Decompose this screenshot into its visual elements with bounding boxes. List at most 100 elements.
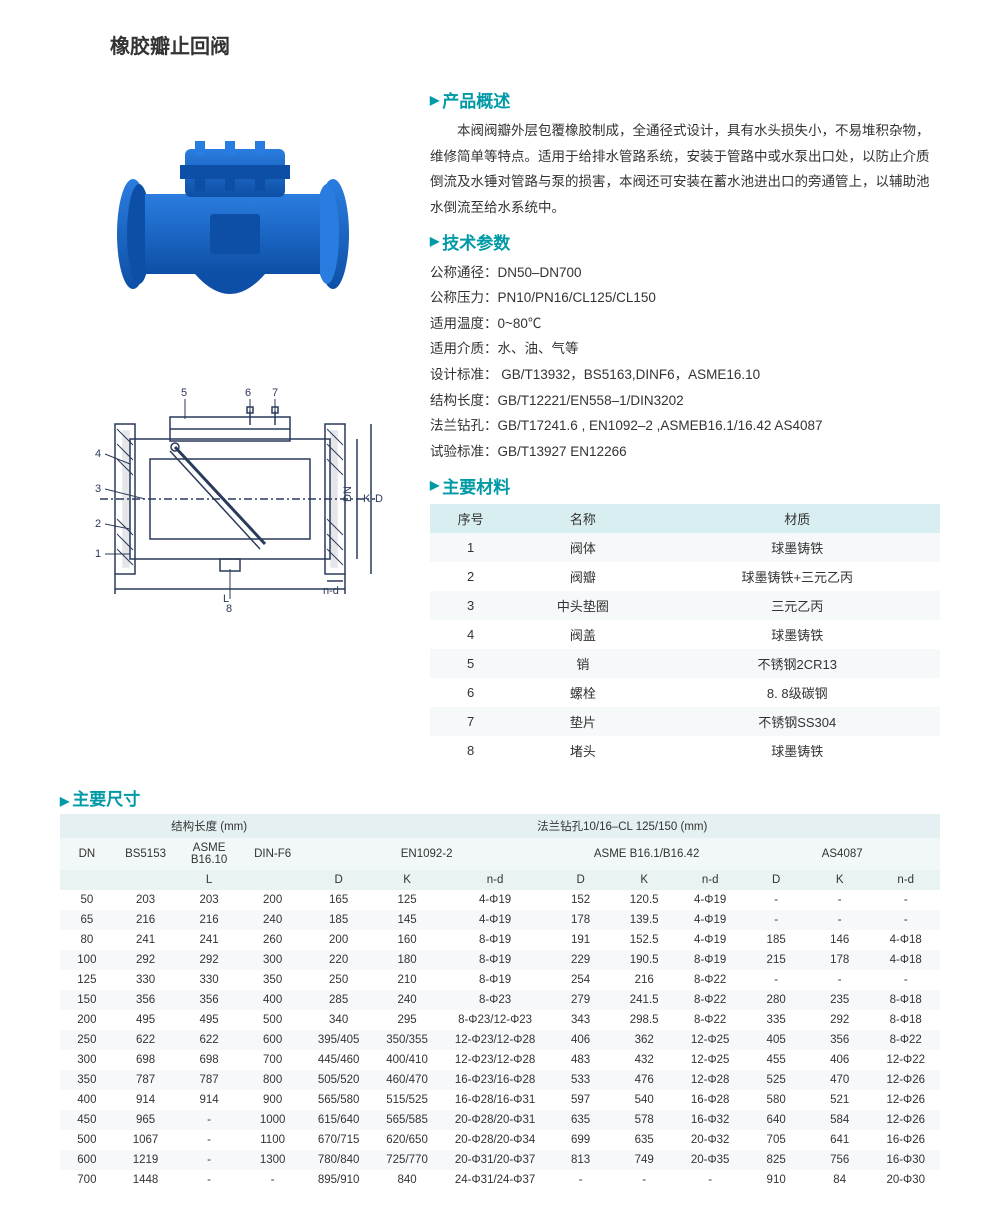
- dims-cell: 787: [114, 1070, 178, 1090]
- dims-cell: 787: [177, 1070, 241, 1090]
- dims-cell: 8-Φ18: [871, 990, 940, 1010]
- materials-cell: 中头垫圈: [511, 591, 654, 620]
- dims-cell: 125: [60, 970, 114, 990]
- dims-cell: 203: [177, 890, 241, 910]
- dims-cell: 250: [304, 970, 372, 990]
- dims-cell: 12-Φ23/12-Φ28: [441, 1030, 549, 1050]
- dims-cell: 495: [114, 1010, 178, 1030]
- dims-cell: 191: [549, 930, 613, 950]
- top-content-row: 4 3 2 1 5 6 7 8 L DN K D n-d 产品概述 本阀阀瓣外层…: [60, 79, 940, 765]
- dims-cell: 16-Φ32: [676, 1110, 744, 1130]
- overview-heading: 产品概述: [430, 87, 940, 112]
- dims-cell: 500: [60, 1130, 114, 1150]
- dims-cell: 65: [60, 910, 114, 930]
- dims-cell: 600: [241, 1030, 305, 1050]
- dims-cell: -: [744, 910, 808, 930]
- dims-cell: 800: [241, 1070, 305, 1090]
- dims-row: 350787787800505/520460/47016-Φ23/16-Φ285…: [60, 1070, 940, 1090]
- dims-cell: 640: [744, 1110, 808, 1130]
- dims-cell: 8-Φ22: [676, 970, 744, 990]
- dims-cell: 400: [60, 1090, 114, 1110]
- dims-cell: 1100: [241, 1130, 305, 1150]
- dims-cell: 145: [373, 910, 441, 930]
- dims-subheader: EN1092-2: [304, 838, 548, 870]
- materials-row: 3中头垫圈三元乙丙: [430, 591, 940, 620]
- materials-col-header: 材质: [654, 504, 940, 533]
- dims-cell: 20-Φ28/20-Φ34: [441, 1130, 549, 1150]
- svg-text:DN: DN: [342, 486, 354, 502]
- dims-cell: 670/715: [304, 1130, 372, 1150]
- dims-row: 6001219-1300780/840725/77020-Φ31/20-Φ378…: [60, 1150, 940, 1170]
- dims-cell: 620/650: [373, 1130, 441, 1150]
- dims-cell: 20-Φ35: [676, 1150, 744, 1170]
- dims-col-header: [114, 870, 178, 890]
- dims-cell: 615/640: [304, 1110, 372, 1130]
- dims-cell: 445/460: [304, 1050, 372, 1070]
- dims-cell: 300: [60, 1050, 114, 1070]
- dims-cell: 350: [241, 970, 305, 990]
- materials-cell: 3: [430, 591, 511, 620]
- dims-cell: 210: [373, 970, 441, 990]
- dims-cell: 20-Φ28/20-Φ31: [441, 1110, 549, 1130]
- dims-cell: 483: [549, 1050, 613, 1070]
- dims-cell: 8-Φ19: [676, 950, 744, 970]
- dims-row: 1002922923002201808-Φ19229190.58-Φ192151…: [60, 950, 940, 970]
- dims-cell: 12-Φ22: [871, 1050, 940, 1070]
- dims-cell: 340: [304, 1010, 372, 1030]
- dims-col-header: D: [304, 870, 372, 890]
- tech-heading: 技术参数: [430, 229, 940, 254]
- dims-cell: 12-Φ25: [676, 1030, 744, 1050]
- dims-row: 1253303303502502108-Φ192542168-Φ22---: [60, 970, 940, 990]
- dims-row: 400914914900565/580515/52516-Φ28/16-Φ315…: [60, 1090, 940, 1110]
- dims-cell: 400: [241, 990, 305, 1010]
- materials-cell: 8: [430, 736, 511, 765]
- dims-cell: 160: [373, 930, 441, 950]
- dimensions-heading: 主要尺寸: [60, 785, 940, 810]
- dims-cell: 16-Φ28/16-Φ31: [441, 1090, 549, 1110]
- dims-cell: 235: [808, 990, 872, 1010]
- materials-cell: 球墨铸铁+三元乙丙: [654, 562, 940, 591]
- dims-cell: 185: [304, 910, 372, 930]
- dims-cell: 280: [744, 990, 808, 1010]
- materials-col-header: 序号: [430, 504, 511, 533]
- materials-row: 4阀盖球墨铸铁: [430, 620, 940, 649]
- dims-cell: 900: [241, 1090, 305, 1110]
- dims-cell: 260: [241, 930, 305, 950]
- overview-text: 本阀阀瓣外层包覆橡胶制成，全通径式设计，具有水头损失小，不易堆积杂物，维修简单等…: [430, 118, 940, 221]
- svg-text:D: D: [375, 493, 383, 505]
- dims-cell: 216: [177, 910, 241, 930]
- dims-group-header: 结构长度 (mm): [114, 814, 305, 838]
- dims-cell: 470: [808, 1070, 872, 1090]
- materials-row: 7垫片不锈钢SS304: [430, 707, 940, 736]
- materials-row: 2阀瓣球墨铸铁+三元乙丙: [430, 562, 940, 591]
- dims-cell: 4-Φ19: [676, 930, 744, 950]
- dims-cell: -: [871, 970, 940, 990]
- svg-text:K: K: [363, 493, 371, 505]
- materials-row: 8堵头球墨铸铁: [430, 736, 940, 765]
- materials-row: 6螺栓8. 8级碳钢: [430, 678, 940, 707]
- dims-cell: 749: [612, 1150, 676, 1170]
- dims-cell: 698: [177, 1050, 241, 1070]
- dims-cell: 705: [744, 1130, 808, 1150]
- dims-cell: 330: [114, 970, 178, 990]
- dims-cell: 565/580: [304, 1090, 372, 1110]
- dims-cell: 540: [612, 1090, 676, 1110]
- dims-cell: 515/525: [373, 1090, 441, 1110]
- dims-cell: 622: [177, 1030, 241, 1050]
- dims-cell: 700: [241, 1050, 305, 1070]
- materials-cell: 球墨铸铁: [654, 736, 940, 765]
- dims-cell: 432: [612, 1050, 676, 1070]
- dims-cell: -: [177, 1110, 241, 1130]
- tech-spec-line: 公称压力：PN10/PN16/CL125/CL150: [430, 285, 940, 311]
- dims-cell: 965: [114, 1110, 178, 1130]
- dims-cell: 84: [808, 1170, 872, 1190]
- dims-cell: 200: [60, 1010, 114, 1030]
- materials-cell: 阀盖: [511, 620, 654, 649]
- dims-col-header: [241, 870, 305, 890]
- dims-subheader: DN: [60, 838, 114, 870]
- dims-cell: 395/405: [304, 1030, 372, 1050]
- dims-cell: 335: [744, 1010, 808, 1030]
- dims-row: 7001448--895/91084024-Φ31/24-Φ37---91084…: [60, 1170, 940, 1190]
- dims-cell: 125: [373, 890, 441, 910]
- dims-row: 2004954955003402958-Φ23/12-Φ23343298.58-…: [60, 1010, 940, 1030]
